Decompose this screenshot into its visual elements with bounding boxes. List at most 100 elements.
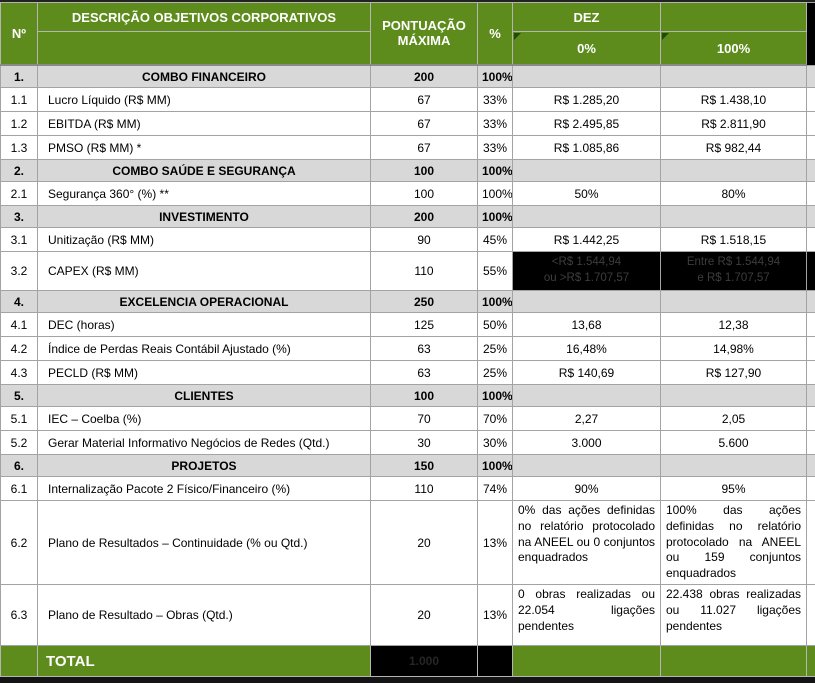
cell-dez-0[interactable] (513, 385, 661, 407)
cell-dez-0[interactable]: 3.000 (513, 431, 661, 455)
total-points[interactable]: 1.000 (371, 646, 478, 677)
cell-desc[interactable]: Índice de Perdas Reais Contábil Ajustado… (38, 337, 371, 361)
cell-dez-0[interactable]: 2,27 (513, 407, 661, 431)
cell-dez-100[interactable]: R$ 127,90 (661, 361, 807, 385)
cell-desc[interactable]: Plano de Resultados – Continuidade (% ou… (38, 501, 371, 585)
cell-dez-100[interactable]: R$ 2.811,90 (661, 112, 807, 136)
total-pct[interactable] (478, 646, 513, 677)
cell-desc[interactable]: DEC (horas) (38, 313, 371, 337)
cell-num[interactable]: 4.3 (1, 361, 38, 385)
cell-desc[interactable]: PECLD (R$ MM) (38, 361, 371, 385)
cell-num[interactable]: 6.2 (1, 501, 38, 585)
cell-pct[interactable]: 45% (478, 228, 513, 252)
cell-num[interactable]: 3.2 (1, 252, 38, 291)
cell-desc[interactable]: EXCELENCIA OPERACIONAL (38, 291, 371, 313)
cell-desc[interactable]: COMBO SAÚDE E SEGURANÇA (38, 160, 371, 182)
cell-num[interactable]: 5. (1, 385, 38, 407)
cell-num[interactable]: 1. (1, 65, 38, 88)
cell-pct[interactable]: 70% (478, 407, 513, 431)
cell-pct[interactable]: 25% (478, 337, 513, 361)
cell-desc[interactable]: Unitização (R$ MM) (38, 228, 371, 252)
cell-pct[interactable]: 25% (478, 361, 513, 385)
cell-dez-100[interactable] (661, 206, 807, 228)
cell-dez-100[interactable] (661, 65, 807, 88)
total-dez-100[interactable] (661, 646, 807, 677)
cell-pontuacao[interactable]: 150 (371, 455, 478, 477)
cell-dez-0[interactable]: R$ 1.285,20 (513, 88, 661, 112)
cell-num[interactable]: 1.3 (1, 136, 38, 160)
cell-pontuacao[interactable]: 90 (371, 228, 478, 252)
cell-desc[interactable]: EBITDA (R$ MM) (38, 112, 371, 136)
cell-dez-100[interactable]: R$ 982,44 (661, 136, 807, 160)
cell-desc[interactable]: CLIENTES (38, 385, 371, 407)
cell-dez-0[interactable]: 0 obras realizadas ou 22.054 ligações pe… (513, 585, 661, 646)
cell-desc[interactable]: Internalização Pacote 2 Físico/Financeir… (38, 477, 371, 501)
cell-dez-100[interactable]: 80% (661, 182, 807, 206)
header-descricao[interactable]: DESCRIÇÃO OBJETIVOS CORPORATIVOS (38, 3, 371, 32)
cell-num[interactable]: 1.1 (1, 88, 38, 112)
cell-desc[interactable]: Lucro Líquido (R$ MM) (38, 88, 371, 112)
cell-pontuacao[interactable]: 110 (371, 252, 478, 291)
cell-desc[interactable]: Gerar Material Informativo Negócios de R… (38, 431, 371, 455)
cell-dez-0[interactable]: 90% (513, 477, 661, 501)
cell-num[interactable]: 1.2 (1, 112, 38, 136)
cell-dez-100[interactable]: 100% das ações definidas no relatório pr… (661, 501, 807, 585)
cell-desc[interactable]: Segurança 360° (%) ** (38, 182, 371, 206)
total-label[interactable]: TOTAL (38, 646, 371, 677)
cell-dez-100[interactable]: Entre R$ 1.544,94 e R$ 1.707,57 (661, 252, 807, 291)
header-percent[interactable]: % (478, 3, 513, 66)
cell-num[interactable]: 2. (1, 160, 38, 182)
cell-pct[interactable]: 74% (478, 477, 513, 501)
cell-desc[interactable]: IEC – Coelba (%) (38, 407, 371, 431)
cell-dez-100[interactable]: 2,05 (661, 407, 807, 431)
header-scale-0[interactable]: 0% (513, 32, 661, 66)
cell-num[interactable]: 3. (1, 206, 38, 228)
cell-dez-100[interactable] (661, 291, 807, 313)
cell-pontuacao[interactable]: 110 (371, 477, 478, 501)
cell-pct[interactable]: 33% (478, 136, 513, 160)
cell-pontuacao[interactable]: 20 (371, 585, 478, 646)
cell-pct[interactable]: 30% (478, 431, 513, 455)
header-scale-100[interactable]: 100% (661, 32, 807, 66)
cell-dez-0[interactable] (513, 291, 661, 313)
cell-dez-0[interactable]: <R$ 1.544,94 ou >R$ 1.707,57 (513, 252, 661, 291)
cell-pontuacao[interactable]: 250 (371, 291, 478, 313)
cell-num[interactable]: 4.2 (1, 337, 38, 361)
cell-pct[interactable]: 100% (478, 160, 513, 182)
cell-pontuacao[interactable]: 200 (371, 206, 478, 228)
cell-pct[interactable]: 100% (478, 291, 513, 313)
cell-pct[interactable]: 100% (478, 65, 513, 88)
cell-dez-0[interactable]: R$ 1.442,25 (513, 228, 661, 252)
cell-pontuacao[interactable]: 100 (371, 385, 478, 407)
cell-dez-0[interactable] (513, 65, 661, 88)
cell-dez-100[interactable] (661, 160, 807, 182)
cell-pontuacao[interactable]: 100 (371, 182, 478, 206)
cell-desc[interactable]: PMSO (R$ MM) * (38, 136, 371, 160)
cell-pontuacao[interactable]: 67 (371, 88, 478, 112)
header-pontuacao-maxima[interactable]: PONTUAÇÃO MÁXIMA (371, 3, 478, 66)
cell-num[interactable]: 2.1 (1, 182, 38, 206)
cell-num[interactable]: 5.2 (1, 431, 38, 455)
cell-pct[interactable]: 33% (478, 88, 513, 112)
cell-num[interactable]: 6.1 (1, 477, 38, 501)
cell-desc[interactable]: Plano de Resultado – Obras (Qtd.) (38, 585, 371, 646)
cell-pct[interactable]: 13% (478, 585, 513, 646)
cell-dez-0[interactable]: R$ 2.495,85 (513, 112, 661, 136)
cell-pct[interactable]: 55% (478, 252, 513, 291)
total-dez-0[interactable] (513, 646, 661, 677)
cell-pct[interactable]: 100% (478, 385, 513, 407)
cell-dez-100[interactable]: R$ 1.438,10 (661, 88, 807, 112)
cell-dez-0[interactable]: R$ 140,69 (513, 361, 661, 385)
cell-pct[interactable]: 100% (478, 455, 513, 477)
cell-num[interactable]: 5.1 (1, 407, 38, 431)
cell-dez-0[interactable]: 0% das ações definidas no relatório prot… (513, 501, 661, 585)
total-num-cell[interactable] (1, 646, 38, 677)
cell-pontuacao[interactable]: 200 (371, 65, 478, 88)
cell-pct[interactable]: 50% (478, 313, 513, 337)
cell-dez-0[interactable] (513, 160, 661, 182)
cell-dez-0[interactable]: 13,68 (513, 313, 661, 337)
cell-pontuacao[interactable]: 70 (371, 407, 478, 431)
cell-dez-0[interactable]: 16,48% (513, 337, 661, 361)
cell-dez-0[interactable]: 50% (513, 182, 661, 206)
cell-pontuacao[interactable]: 100 (371, 160, 478, 182)
